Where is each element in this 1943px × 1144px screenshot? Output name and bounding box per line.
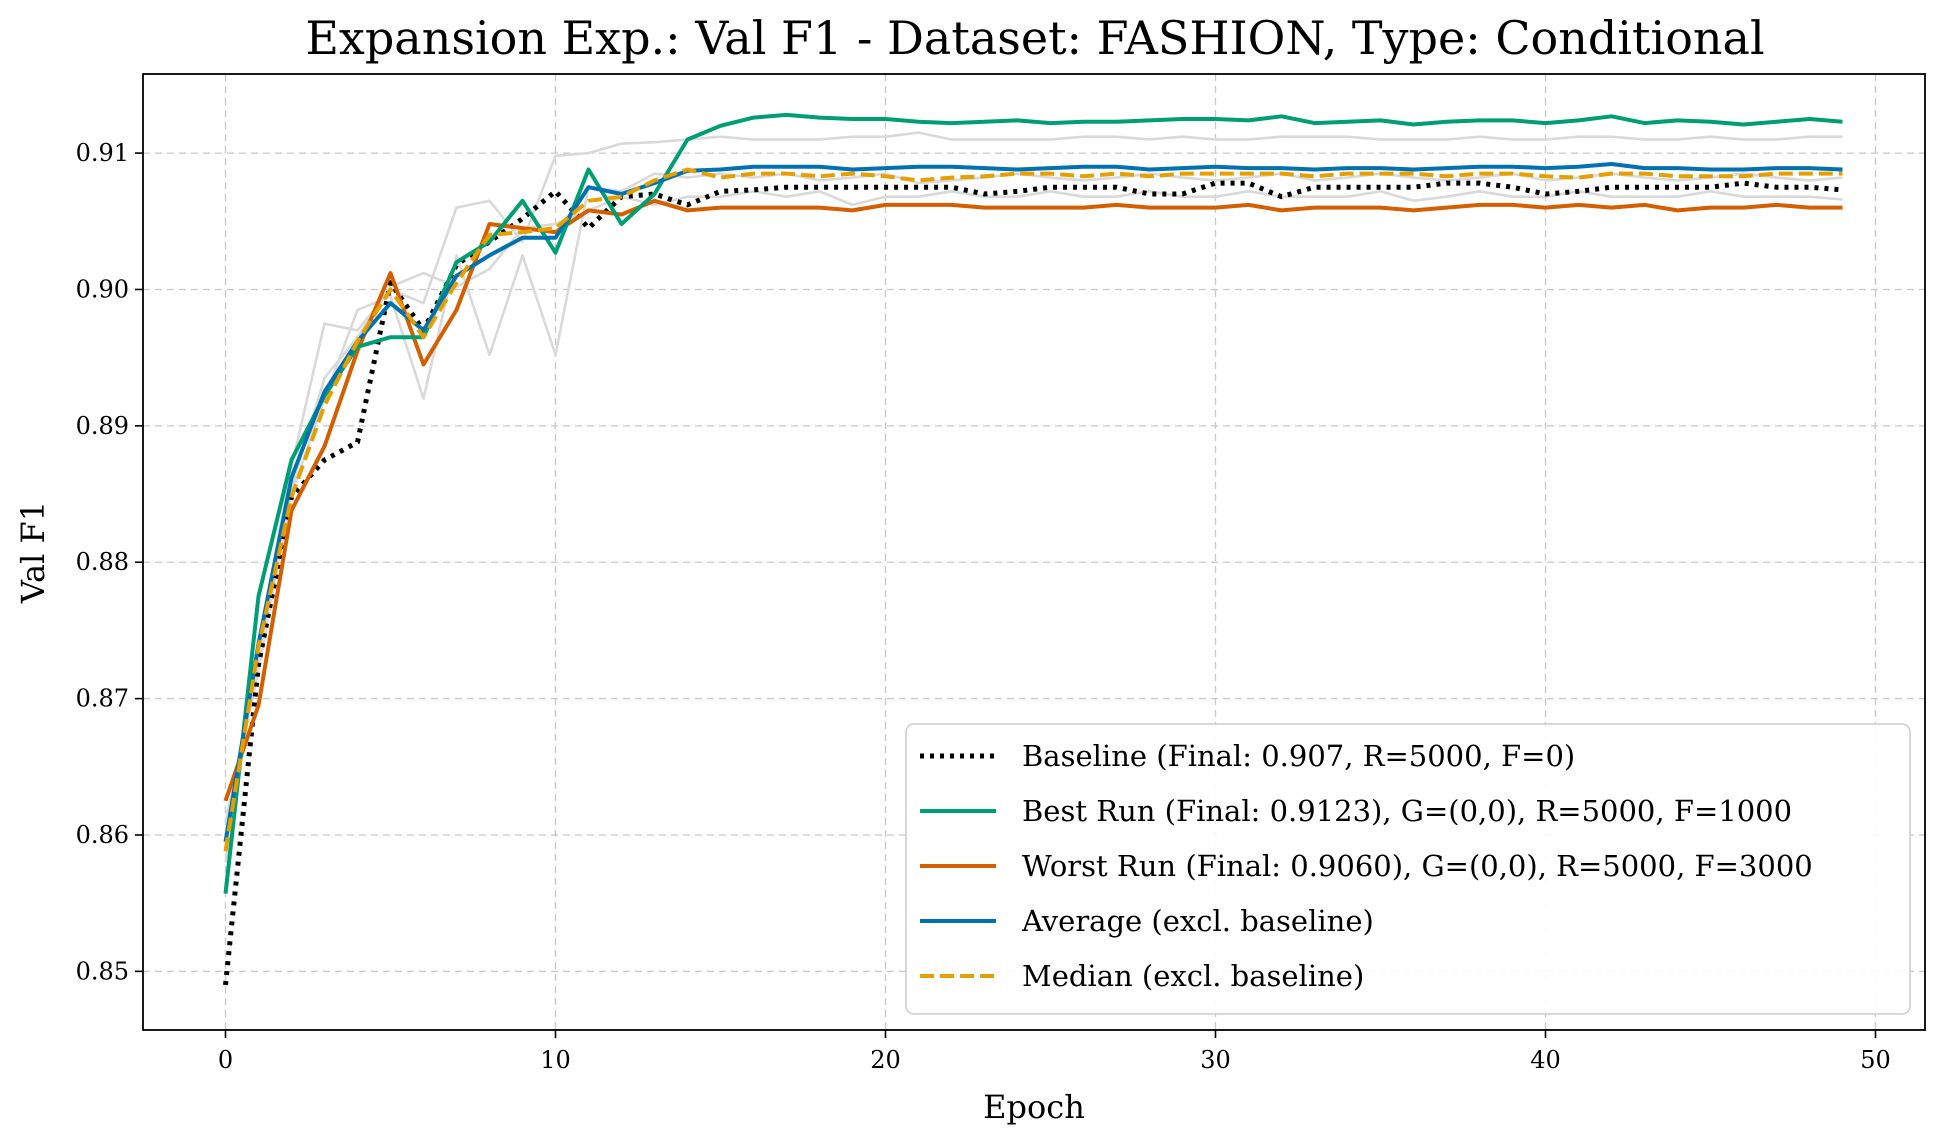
x-axis-label: Epoch	[983, 1088, 1085, 1126]
legend-label-median: Median (excl. baseline)	[1022, 959, 1364, 993]
axis-ticks: 0 10 20 30 40 50 0.85 0.86 0.87 0.88 0.89 0.90 0.91	[76, 139, 1891, 1074]
background-run-line	[224, 131, 1843, 863]
legend-label-baseline: Baseline (Final: 0.907, R=5000, F=0)	[1022, 739, 1575, 773]
series-lines	[223, 112, 1843, 986]
y-tick-label: 0.91	[76, 139, 129, 167]
x-tick-label: 0	[218, 1046, 233, 1074]
legend-label-worst: Worst Run (Final: 0.9060), G=(0,0), R=50…	[1022, 849, 1813, 883]
x-tick-label: 20	[870, 1046, 901, 1074]
y-tick-label: 0.90	[76, 275, 129, 303]
best-series-line	[223, 112, 1843, 894]
background-run-line	[224, 190, 1843, 822]
x-tick-label: 10	[540, 1046, 571, 1074]
legend-label-best: Best Run (Final: 0.9123), G=(0,0), R=500…	[1022, 794, 1792, 828]
median-series-line	[223, 167, 1843, 852]
y-tick-label: 0.88	[76, 548, 129, 576]
plot-frame	[142, 73, 1926, 1031]
average-series-line	[223, 162, 1843, 843]
y-axis-label: Val F1	[14, 501, 52, 604]
x-tick-label: 30	[1200, 1046, 1231, 1074]
legend-label-average: Average (excl. baseline)	[1021, 904, 1374, 938]
y-tick-label: 0.87	[76, 685, 129, 713]
chart-title: Expansion Exp.: Val F1 - Dataset: FASHIO…	[305, 11, 1764, 65]
x-tick-label: 50	[1860, 1046, 1891, 1074]
worst-series-line	[223, 198, 1843, 802]
x-tick-label: 40	[1530, 1046, 1561, 1074]
y-tick-label: 0.86	[76, 821, 129, 849]
y-tick-label: 0.85	[76, 957, 129, 985]
y-tick-label: 0.89	[76, 412, 129, 440]
legend-box	[905, 723, 1911, 1015]
legend: Baseline (Final: 0.907, R=5000, F=0) Best…	[905, 723, 1911, 1015]
